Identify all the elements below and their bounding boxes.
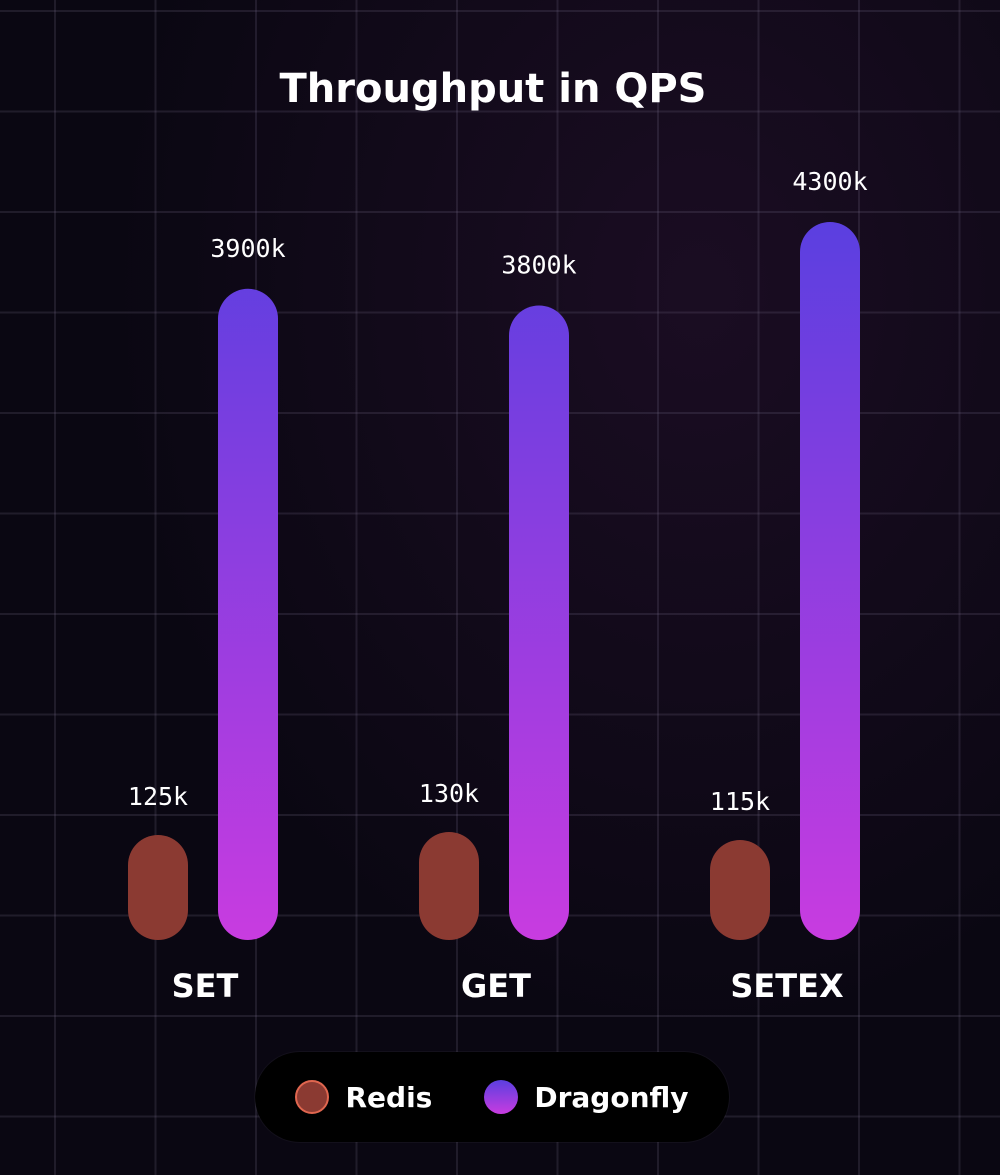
data-label-dragonfly-setex: 4300k	[792, 167, 867, 196]
bar-dragonfly-get	[509, 305, 569, 940]
bar-dragonfly-set	[218, 288, 278, 940]
chart-marks: 125k 3900k SET 130k 3800k GET 115k 4300k SETEX	[128, 167, 868, 1005]
legend-label-dragonfly: Dragonfly	[534, 1080, 689, 1114]
data-label-dragonfly-get: 3800k	[501, 250, 576, 279]
category-label-set: SET	[172, 967, 239, 1005]
chart-title: Throughput in QPS	[280, 66, 707, 112]
legend-swatch-dragonfly	[484, 1080, 519, 1114]
bar-redis-setex	[710, 840, 770, 940]
data-label-redis-get: 130k	[419, 779, 479, 808]
bar-dragonfly-setex	[800, 222, 860, 940]
legend-item-redis: Redis	[295, 1080, 432, 1114]
legend-swatch-redis	[295, 1080, 330, 1114]
legend: Redis Dragonfly	[255, 1052, 729, 1142]
data-label-redis-set: 125k	[128, 782, 188, 811]
legend-label-redis: Redis	[345, 1080, 433, 1114]
legend-item-dragonfly: Dragonfly	[484, 1080, 689, 1114]
category-label-setex: SETEX	[730, 967, 844, 1005]
category-label-get: GET	[461, 967, 531, 1005]
bar-redis-set	[128, 835, 188, 940]
data-label-dragonfly-set: 3900k	[210, 234, 285, 263]
bar-redis-get	[419, 832, 479, 940]
data-label-redis-setex: 115k	[710, 787, 770, 816]
